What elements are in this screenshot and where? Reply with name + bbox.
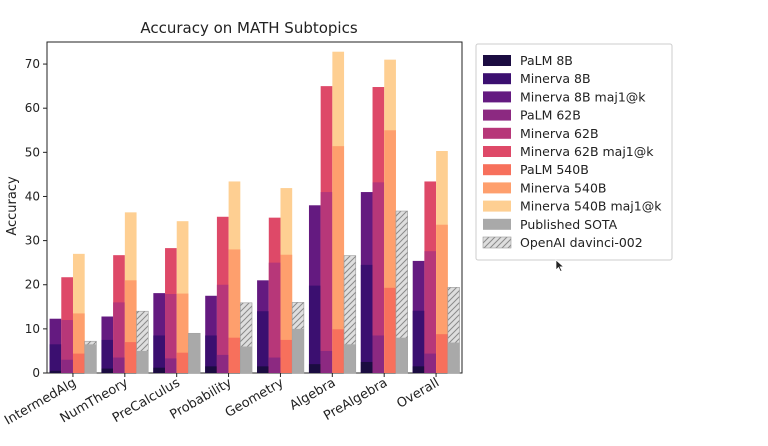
bar-palm-540b-geometry [280, 339, 293, 373]
y-tick-label: 70 [25, 57, 40, 71]
bar-palm-540b-prealgebra [384, 287, 396, 373]
bar-palm-62b-numtheory [113, 357, 125, 373]
bar-minerva-8b-maj1-k-probability [205, 295, 217, 373]
y-tick-label: 60 [25, 101, 40, 115]
legend-label-openai-davinci-002: OpenAI davinci-002 [520, 235, 643, 250]
legend-swatch-palm-62b [483, 109, 511, 121]
plot-area: 010203040506070IntermedAlgNumTheoryPreCa… [2, 41, 463, 428]
legend-swatch-published-sota [483, 218, 511, 230]
y-tick-label: 20 [25, 278, 40, 292]
bar-palm-8b-intermedalg [49, 370, 62, 373]
bar-minerva-540b-overall [436, 224, 448, 373]
bar-minerva-540b-intermedalg [72, 313, 85, 373]
bar-palm-540b-overall [436, 334, 448, 373]
x-tick-label: Overall [394, 375, 442, 411]
bar-palm-62b-geometry [268, 357, 281, 373]
legend-swatch-minerva-540b-maj1-k [483, 200, 511, 212]
bar-minerva-62b-overall [424, 251, 437, 373]
legend-swatch-openai-davinci-002 [482, 236, 512, 249]
bar-published-sota-overall [447, 342, 460, 373]
legend-swatch-minerva-540b [483, 182, 511, 194]
bar-palm-62b-precalculus [165, 358, 177, 373]
bar-published-sota-numtheory [136, 350, 149, 373]
legend-label-minerva-8b: Minerva 8B [520, 71, 591, 86]
bar-palm-540b-numtheory [124, 342, 137, 373]
bar-minerva-62b-numtheory [113, 302, 125, 373]
bar-minerva-62b-probability [216, 284, 229, 373]
bar-published-sota-algebra [344, 344, 356, 373]
bar-minerva-540b-maj1-k-intermedalg [72, 253, 85, 373]
bar-published-sota-intermedalg [84, 344, 97, 373]
bar-palm-8b-precalculus [153, 367, 166, 373]
bar-minerva-8b-intermedalg [49, 344, 62, 373]
plot-frame [46, 41, 463, 374]
bar-minerva-540b-geometry [280, 254, 293, 373]
bar-minerva-540b-numtheory [124, 280, 137, 373]
bar-minerva-62b-intermedalg [61, 320, 73, 373]
bar-palm-8b-numtheory [101, 368, 114, 373]
bar-palm-8b-algebra [308, 364, 321, 373]
bar-minerva-8b-precalculus [153, 335, 166, 373]
bar-palm-62b-overall [424, 353, 437, 373]
legend-label-minerva-62b-maj1-k: Minerva 62B maj1@k [520, 144, 654, 159]
legend-label-palm-8b: PaLM 8B [520, 53, 573, 68]
bar-minerva-8b-numtheory [101, 339, 114, 373]
bar-minerva-62b-geometry [268, 262, 281, 373]
y-tick-label: 40 [25, 189, 40, 203]
legend-swatch-minerva-8b-maj1-k [483, 91, 511, 103]
bar-minerva-8b-geometry [257, 311, 269, 373]
bar-minerva-8b-prealgebra [360, 264, 373, 373]
bar-minerva-8b-maj1-k-precalculus [153, 293, 166, 373]
bar-palm-540b-probability [228, 337, 241, 373]
bar-minerva-62b-precalculus [165, 294, 177, 373]
bar-published-sota-geometry [292, 328, 304, 373]
bar-palm-8b-probability [205, 366, 217, 373]
y-tick-label: 10 [25, 322, 40, 336]
y-tick-label: 0 [32, 366, 40, 380]
legend-label-palm-62b: PaLM 62B [520, 108, 581, 123]
bar-published-sota-probability [240, 346, 253, 373]
bar-minerva-540b-algebra [332, 146, 345, 373]
y-axis-label: Accuracy [5, 176, 20, 236]
x-tick-label: Geometry [223, 375, 287, 421]
bar-published-sota-prealgebra [395, 337, 408, 373]
chart-title: Accuracy on MATH Subtopics [140, 19, 357, 37]
legend-label-minerva-8b-maj1-k: Minerva 8B maj1@k [520, 89, 646, 104]
mouse-cursor-icon [555, 259, 565, 272]
bar-palm-540b-algebra [332, 329, 345, 373]
legend-label-minerva-540b-maj1-k: Minerva 540B maj1@k [520, 199, 662, 214]
bar-palm-8b-geometry [257, 366, 269, 373]
bar-palm-540b-precalculus [176, 352, 189, 373]
bar-minerva-540b-prealgebra [384, 130, 396, 373]
bar-palm-62b-probability [216, 354, 229, 373]
bar-palm-8b-overall [412, 366, 425, 373]
bar-palm-62b-prealgebra [372, 335, 385, 373]
bar-palm-8b-prealgebra [360, 361, 373, 373]
bar-minerva-8b-overall [412, 310, 425, 373]
bar-palm-62b-algebra [320, 350, 333, 373]
legend-box [475, 43, 673, 261]
legend-label-minerva-62b: Minerva 62B [520, 126, 599, 141]
legend-label-minerva-540b: Minerva 540B [520, 180, 606, 195]
bar-minerva-540b-precalculus [176, 293, 189, 373]
legend-swatch-minerva-8b [483, 73, 511, 85]
bar-published-sota-precalculus [188, 333, 201, 373]
bar-minerva-62b-algebra [320, 192, 333, 373]
y-tick-label: 50 [25, 145, 40, 159]
bar-minerva-540b-probability [228, 249, 241, 373]
bar-palm-62b-intermedalg [61, 359, 73, 373]
bar-minerva-8b-probability [205, 335, 217, 373]
bar-minerva-62b-prealgebra [372, 182, 385, 373]
legend-swatch-minerva-62b-maj1-k [483, 146, 511, 157]
legend-label-palm-540b: PaLM 540B [520, 162, 589, 177]
legend-label-published-sota: Published SOTA [520, 217, 618, 232]
bar-palm-540b-intermedalg [72, 353, 85, 373]
legend-swatch-palm-540b [483, 164, 511, 176]
bar-minerva-8b-algebra [308, 285, 321, 373]
legend: PaLM 8B Minerva 8B Minerva 8B maj1@k PaLM 6… [475, 43, 673, 261]
y-tick-label: 30 [25, 234, 40, 248]
legend-swatch-palm-8b [483, 55, 511, 66]
legend-swatch-minerva-62b [483, 127, 511, 139]
